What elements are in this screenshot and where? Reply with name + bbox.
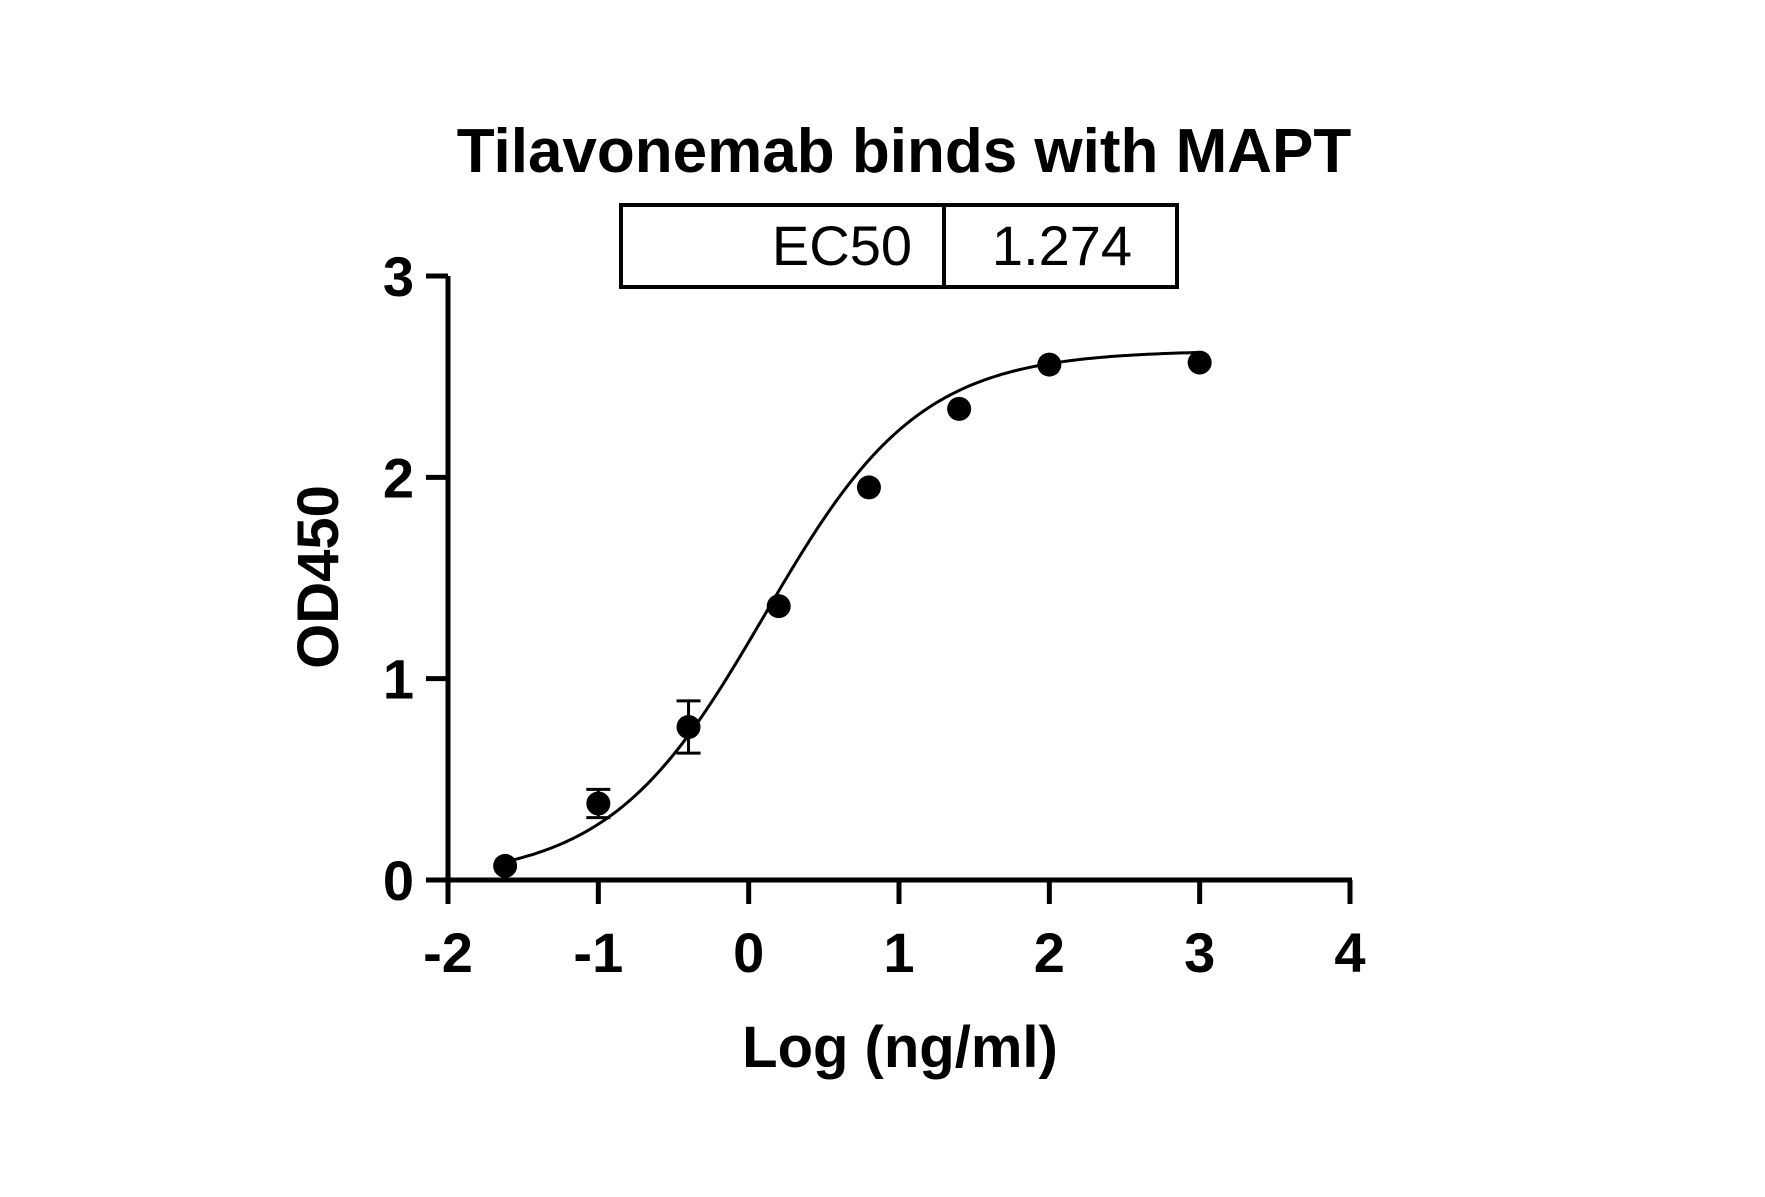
ec50-value: 1.274 bbox=[992, 214, 1132, 277]
data-points bbox=[493, 350, 1212, 878]
y-tick-label-2: 2 bbox=[383, 446, 414, 509]
data-point-3 bbox=[766, 594, 791, 619]
data-point-5 bbox=[947, 396, 972, 421]
y-axis-label: OD450 bbox=[286, 485, 351, 669]
data-point-6 bbox=[1037, 352, 1062, 377]
x-tick-label-1: -1 bbox=[573, 921, 623, 984]
x-tick-label-3: 1 bbox=[883, 921, 914, 984]
y-tick-label-0: 0 bbox=[383, 849, 414, 912]
data-point-1 bbox=[586, 791, 611, 816]
x-tick-label-6: 4 bbox=[1334, 921, 1365, 984]
y-tick-label-3: 3 bbox=[383, 245, 414, 308]
data-point-0 bbox=[493, 853, 518, 878]
data-point-7 bbox=[1187, 350, 1212, 375]
ec50-table: EC50 1.274 bbox=[619, 203, 1179, 289]
x-tick-label-5: 3 bbox=[1184, 921, 1215, 984]
y-ticks: 0 1 2 3 bbox=[383, 245, 448, 912]
x-tick-label-0: -2 bbox=[423, 921, 473, 984]
data-point-2 bbox=[676, 714, 701, 739]
ec50-table-border bbox=[619, 203, 1179, 289]
x-tick-label-2: 0 bbox=[733, 921, 764, 984]
chart-title: Tilavonemab binds with MAPT bbox=[457, 117, 1352, 186]
fit-curve bbox=[504, 350, 1200, 864]
ec50-label: EC50 bbox=[772, 214, 912, 277]
x-tick-label-4: 2 bbox=[1034, 921, 1065, 984]
x-ticks: -2 -1 0 1 2 3 4 bbox=[423, 880, 1366, 984]
y-tick-label-1: 1 bbox=[383, 648, 414, 711]
x-axis-label: Log (ng/ml) bbox=[742, 1015, 1058, 1080]
data-point-4 bbox=[856, 475, 881, 500]
